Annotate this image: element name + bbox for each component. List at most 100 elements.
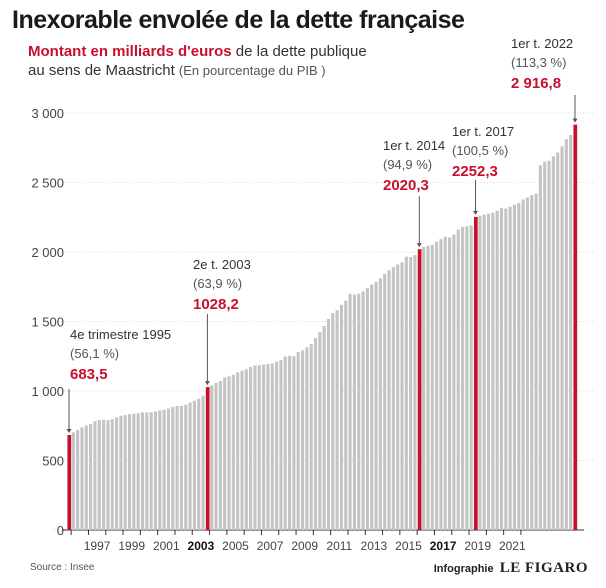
bar (413, 255, 417, 531)
bar (115, 417, 119, 530)
subtitle-line2-unit: (En pourcentage du PIB ) (178, 63, 326, 78)
bar (201, 395, 205, 530)
bar (530, 195, 534, 530)
bar (439, 239, 443, 530)
x-tick-label: 2009 (291, 539, 318, 553)
bar (512, 204, 517, 531)
bar (240, 370, 244, 530)
subtitle-rest: de la dette publique (231, 43, 367, 60)
bar (344, 300, 348, 530)
y-tick-label: 2 000 (31, 245, 64, 260)
bar (249, 367, 253, 530)
bar (357, 293, 361, 530)
y-tick-label: 1 000 (31, 384, 64, 399)
bar (279, 360, 283, 530)
bar (210, 385, 214, 530)
bar (378, 278, 382, 530)
x-tick-label: 2003 (188, 539, 215, 553)
bar (80, 427, 84, 530)
bar (89, 424, 93, 530)
figaro-logo: LE FIGARO (499, 560, 588, 576)
annotation-arrow (473, 210, 479, 215)
bar (136, 413, 140, 530)
x-tick-label: 2021 (499, 539, 526, 553)
annotation-value: 2252,3 (452, 163, 498, 180)
bar (460, 226, 465, 531)
bar (123, 415, 127, 530)
bar (322, 325, 326, 530)
bar (560, 146, 564, 531)
y-tick-label: 2 500 (31, 176, 64, 191)
bar (288, 355, 292, 530)
annotation-arrow (416, 243, 422, 248)
bar (227, 376, 231, 530)
y-tick-label: 500 (42, 454, 64, 469)
bar (197, 398, 201, 530)
bar (236, 372, 240, 530)
bar (448, 237, 452, 530)
bar (443, 236, 447, 530)
bar (275, 361, 279, 530)
bar (132, 413, 136, 530)
bar (106, 420, 110, 530)
y-tick-label: 0 (57, 523, 64, 538)
bar (374, 281, 378, 530)
credit-prefix: Infographie (433, 563, 494, 575)
bar (521, 199, 525, 530)
bar (409, 257, 413, 530)
chart-subtitle-line2: au sens de Maastricht (En pourcentage du… (28, 62, 326, 79)
bar (179, 406, 184, 530)
bar (370, 284, 374, 530)
bar (331, 313, 335, 530)
bar (218, 380, 222, 530)
x-tick-label: 2005 (222, 539, 249, 553)
credit: Infographie LE FIGARO (434, 560, 588, 577)
annotation-arrow (204, 381, 210, 386)
bar (214, 382, 218, 530)
bar (270, 363, 274, 530)
bar (426, 245, 430, 530)
annotation-percent: (113,3 %) (511, 55, 566, 70)
bar (569, 134, 573, 530)
annotation-period: 1er t. 2022 (511, 36, 573, 51)
bar (318, 332, 322, 530)
annotation-arrow (66, 428, 72, 433)
bar (534, 193, 538, 530)
x-tick-label: 1997 (84, 539, 111, 553)
bar (175, 406, 179, 530)
chart-title: Inexorable envolée de la dette française (12, 6, 465, 34)
bar (166, 408, 171, 530)
y-tick-label: 3 000 (31, 106, 64, 121)
bar (486, 213, 491, 531)
bar (326, 318, 331, 530)
bar (538, 165, 542, 530)
highlight-bar (473, 216, 478, 530)
chart-subtitle-line1: Montant en milliards d'euros de la dette… (28, 43, 367, 60)
bar (149, 412, 153, 530)
highlight-bar (205, 387, 210, 530)
bar (478, 215, 482, 530)
bar (335, 310, 339, 530)
bar (435, 241, 439, 531)
x-tick-label: 2017 (430, 539, 457, 553)
bar (184, 404, 188, 530)
bar (145, 412, 149, 530)
bar (499, 207, 504, 530)
annotation-period: 2e t. 2003 (193, 257, 251, 272)
subtitle-line2-text: au sens de Maastricht (28, 62, 179, 79)
bar (482, 214, 486, 530)
bar (266, 363, 270, 530)
bar (300, 350, 305, 530)
source-note: Source : Insee (30, 562, 95, 573)
annotation-value: 683,5 (70, 366, 108, 383)
bar (365, 288, 369, 530)
bar (525, 197, 529, 530)
bar (456, 229, 460, 530)
annotation-value: 2020,3 (383, 177, 429, 194)
bar (391, 267, 395, 530)
bar (491, 212, 495, 530)
annotation-period: 4e trimestre 1995 (70, 327, 171, 342)
y-tick-label: 1 500 (31, 315, 64, 330)
x-tick-label: 2007 (257, 539, 284, 553)
